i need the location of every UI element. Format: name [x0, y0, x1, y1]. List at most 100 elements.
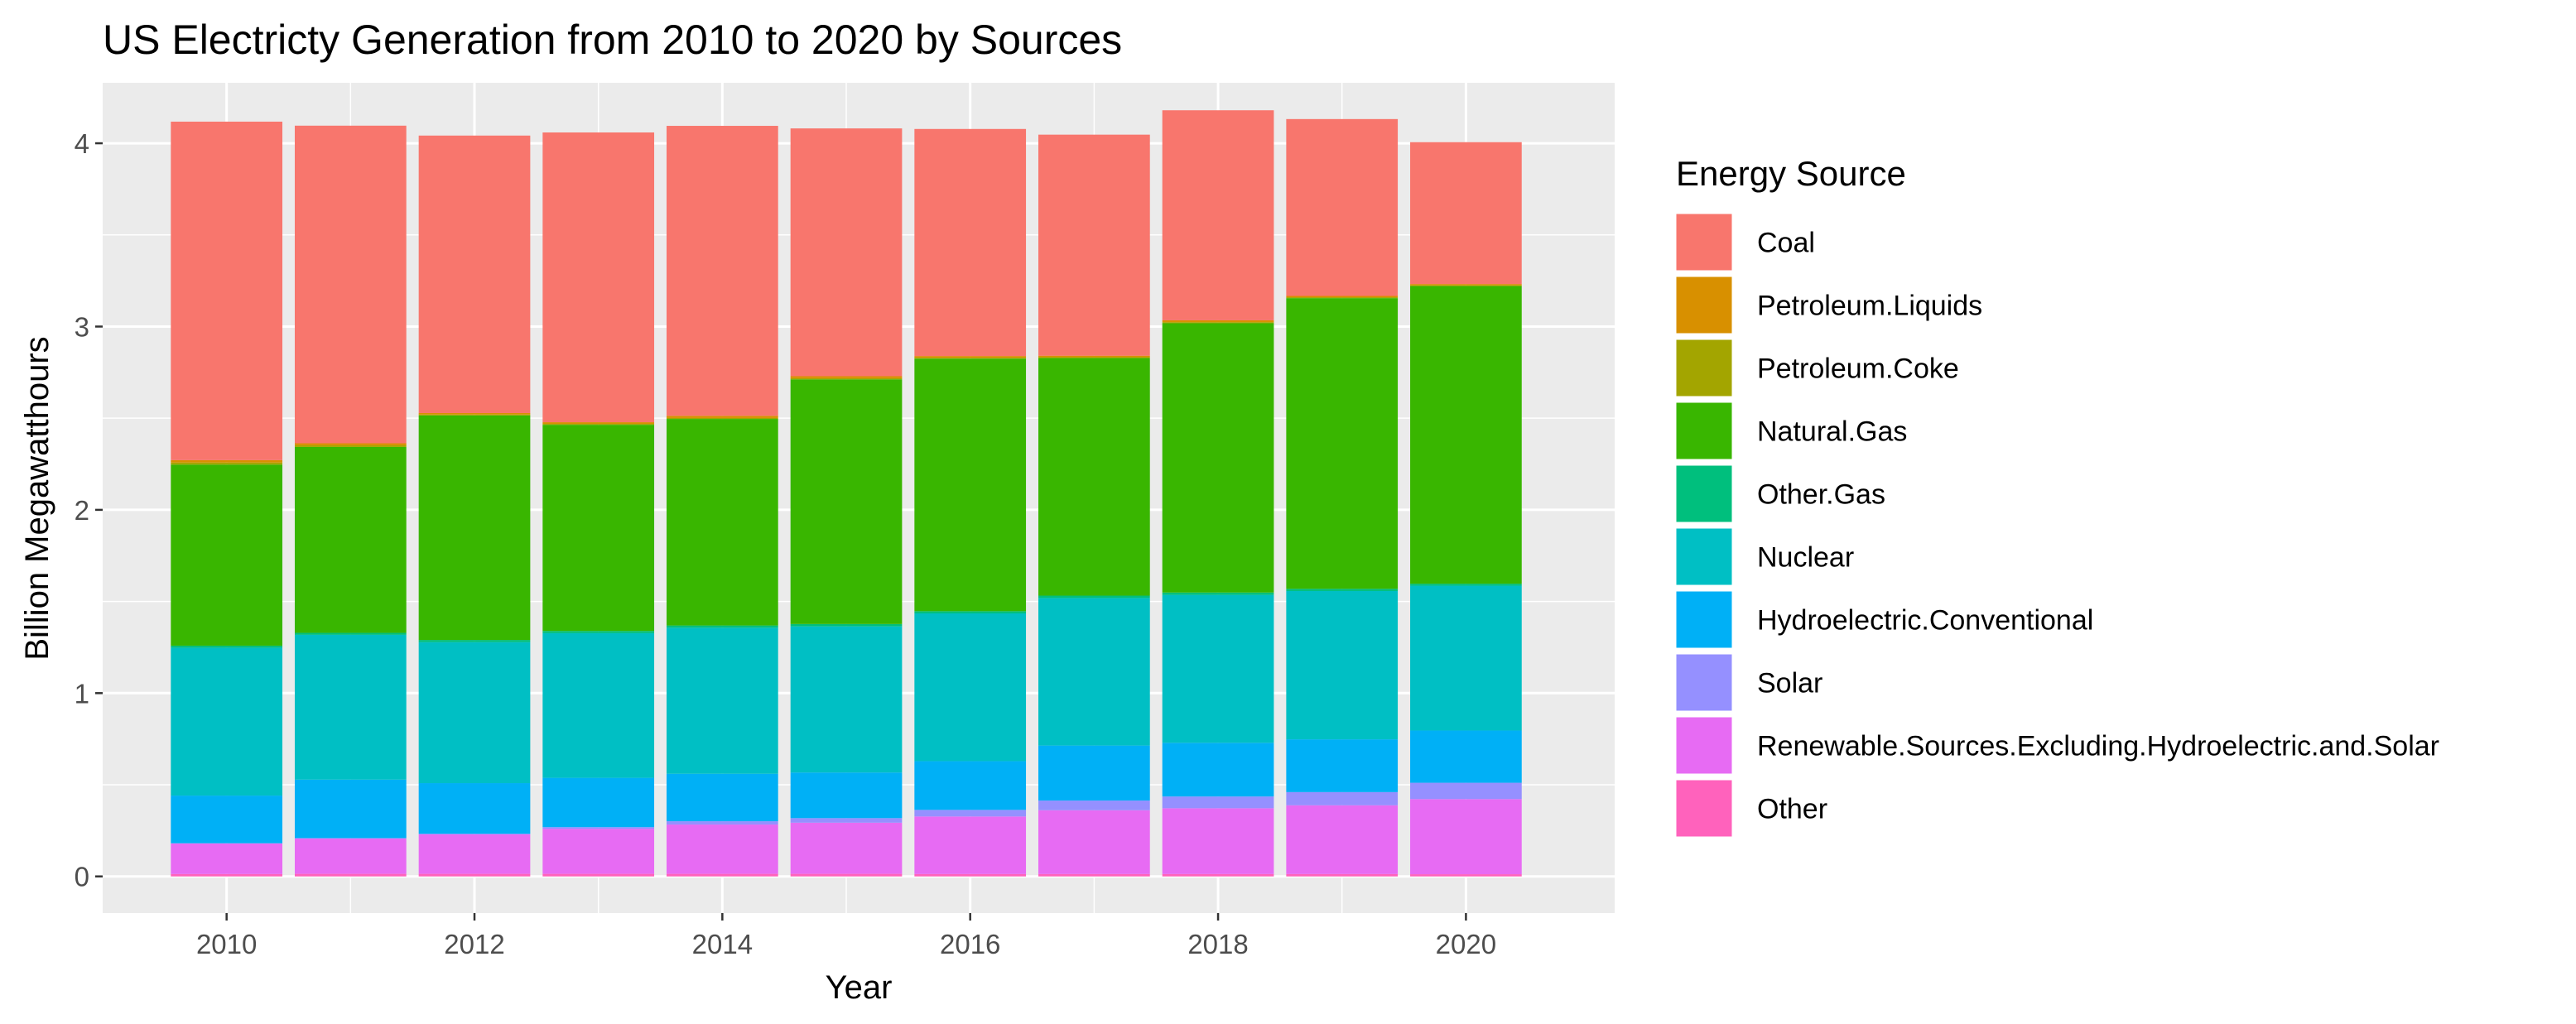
bar-2011-other — [294, 873, 407, 877]
bar-2013-hydroelectric-conventional — [542, 777, 655, 828]
bar-2018-petroleum-liquids — [1162, 320, 1274, 323]
legend-key — [1675, 716, 1733, 775]
legend-label: Petroleum.Liquids — [1757, 291, 1982, 322]
bar-2020-hydroelectric-conventional — [1410, 730, 1522, 783]
legend-key — [1675, 401, 1733, 460]
bar-2013-other-gas — [542, 631, 655, 633]
bar-2015-other — [790, 873, 903, 877]
bar-2020-renewable-sources-excluding-hydroelectric-and-solar — [1410, 799, 1522, 875]
bar-2020-other-gas — [1410, 584, 1522, 586]
legend-label: Renewable.Sources.Excluding.Hydroelectri… — [1757, 731, 2439, 762]
x-tick-label: 2016 — [940, 929, 1000, 959]
bar-2019-solar — [1286, 791, 1399, 805]
bar-2018-coal — [1162, 110, 1274, 320]
bar-2012-nuclear — [418, 642, 531, 784]
legend-key — [1675, 339, 1733, 397]
bar-2010-renewable-sources-excluding-hydroelectric-and-solar — [171, 843, 283, 874]
bar-2015-hydroelectric-conventional — [790, 772, 903, 819]
bar-2011-nuclear — [294, 634, 407, 780]
bar-2013-coal — [542, 132, 655, 423]
legend-key — [1675, 590, 1733, 649]
bar-2014-other-gas — [667, 625, 778, 628]
bar-2010-petroleum-coke — [171, 462, 283, 465]
y-tick-label: 0 — [75, 862, 89, 892]
bar-2015-petroleum-coke — [790, 377, 903, 380]
bar-2019-coal — [1286, 118, 1399, 296]
bar-2018-renewable-sources-excluding-hydroelectric-and-solar — [1162, 808, 1274, 874]
bar-2019-petroleum-coke — [1286, 297, 1399, 299]
x-tick-label: 2020 — [1436, 929, 1496, 959]
legend-key — [1675, 653, 1733, 712]
bar-2019-other — [1286, 873, 1399, 877]
bar-2016-petroleum-liquids — [914, 356, 1027, 358]
y-axis: 0 1 2 3 4 — [75, 128, 103, 892]
y-tick-label: 4 — [75, 128, 89, 159]
bar-2010-nuclear — [171, 647, 283, 796]
bar-2019-natural-gas — [1286, 298, 1399, 589]
bar-2017-other — [1038, 873, 1150, 877]
bar-2014-renewable-sources-excluding-hydroelectric-and-solar — [667, 824, 778, 874]
chart-title: US Electricty Generation from 2010 to 20… — [103, 17, 1122, 63]
bar-2014-solar — [667, 821, 778, 825]
bar-2012-coal — [418, 135, 531, 413]
bar-2010-petroleum-liquids — [171, 459, 283, 463]
bar-2011-petroleum-coke — [294, 445, 407, 447]
x-tick-label: 2018 — [1187, 929, 1248, 959]
y-tick-label: 2 — [75, 495, 89, 526]
bar-2011-coal — [294, 125, 407, 444]
bar-2017-nuclear — [1038, 598, 1150, 746]
bar-2011-hydroelectric-conventional — [294, 779, 407, 839]
bar-2012-petroleum-liquids — [418, 412, 531, 415]
y-axis-title: Billion Megawatthours — [19, 336, 55, 660]
bar-2013-nuclear — [542, 632, 655, 778]
bar-2015-petroleum-liquids — [790, 376, 903, 378]
bar-2016-solar — [914, 810, 1027, 817]
bar-2010-natural-gas — [171, 464, 283, 646]
bar-2016-other — [914, 873, 1027, 877]
bar-2017-other-gas — [1038, 595, 1150, 599]
bar-2017-petroleum-coke — [1038, 357, 1150, 358]
legend-label: Other.Gas — [1757, 479, 1885, 511]
bar-2012-hydroelectric-conventional — [418, 783, 531, 834]
bar-2018-nuclear — [1162, 594, 1274, 743]
legend-label: Hydroelectric.Conventional — [1757, 605, 2093, 637]
bar-2019-nuclear — [1286, 590, 1399, 740]
bar-2011-renewable-sources-excluding-hydroelectric-and-solar — [294, 838, 407, 874]
legend-label: Coal — [1757, 228, 1815, 259]
bar-2020-nuclear — [1410, 585, 1522, 731]
legend-label: Other — [1757, 794, 1827, 825]
bar-2017-petroleum-liquids — [1038, 355, 1150, 358]
bar-2018-other-gas — [1162, 592, 1274, 595]
bar-2017-renewable-sources-excluding-hydroelectric-and-solar — [1038, 810, 1150, 874]
bar-2019-other-gas — [1286, 589, 1399, 591]
bar-2015-natural-gas — [790, 379, 903, 624]
legend-title: Energy Source — [1676, 154, 1906, 193]
legend-label: Petroleum.Coke — [1757, 353, 1959, 385]
legend-key — [1675, 779, 1733, 838]
bar-2014-petroleum-liquids — [667, 416, 778, 418]
bar-2017-coal — [1038, 134, 1150, 356]
bar-2014-other — [667, 873, 778, 877]
legend-key — [1675, 464, 1733, 523]
bar-2010-coal — [171, 121, 283, 460]
bar-2010-other — [171, 873, 283, 877]
legend-label: Natural.Gas — [1757, 416, 1907, 448]
bar-2010-hydroelectric-conventional — [171, 796, 283, 844]
bar-2018-other — [1162, 873, 1274, 877]
bar-2011-other-gas — [294, 632, 407, 635]
bar-2018-natural-gas — [1162, 323, 1274, 593]
bar-2017-hydroelectric-conventional — [1038, 745, 1150, 801]
bar-2016-hydroelectric-conventional — [914, 761, 1027, 810]
bar-2012-other-gas — [418, 640, 531, 642]
bar-2012-other — [418, 873, 531, 877]
bar-2016-nuclear — [914, 613, 1027, 762]
bar-2014-coal — [667, 126, 778, 416]
bar-2018-petroleum-coke — [1162, 322, 1274, 324]
legend-key — [1675, 213, 1733, 272]
x-tick-label: 2010 — [196, 929, 257, 959]
bar-2015-nuclear — [790, 626, 903, 773]
bar-2012-petroleum-coke — [418, 414, 531, 416]
legend-label: Nuclear — [1757, 542, 1854, 574]
legend-key — [1675, 527, 1733, 586]
